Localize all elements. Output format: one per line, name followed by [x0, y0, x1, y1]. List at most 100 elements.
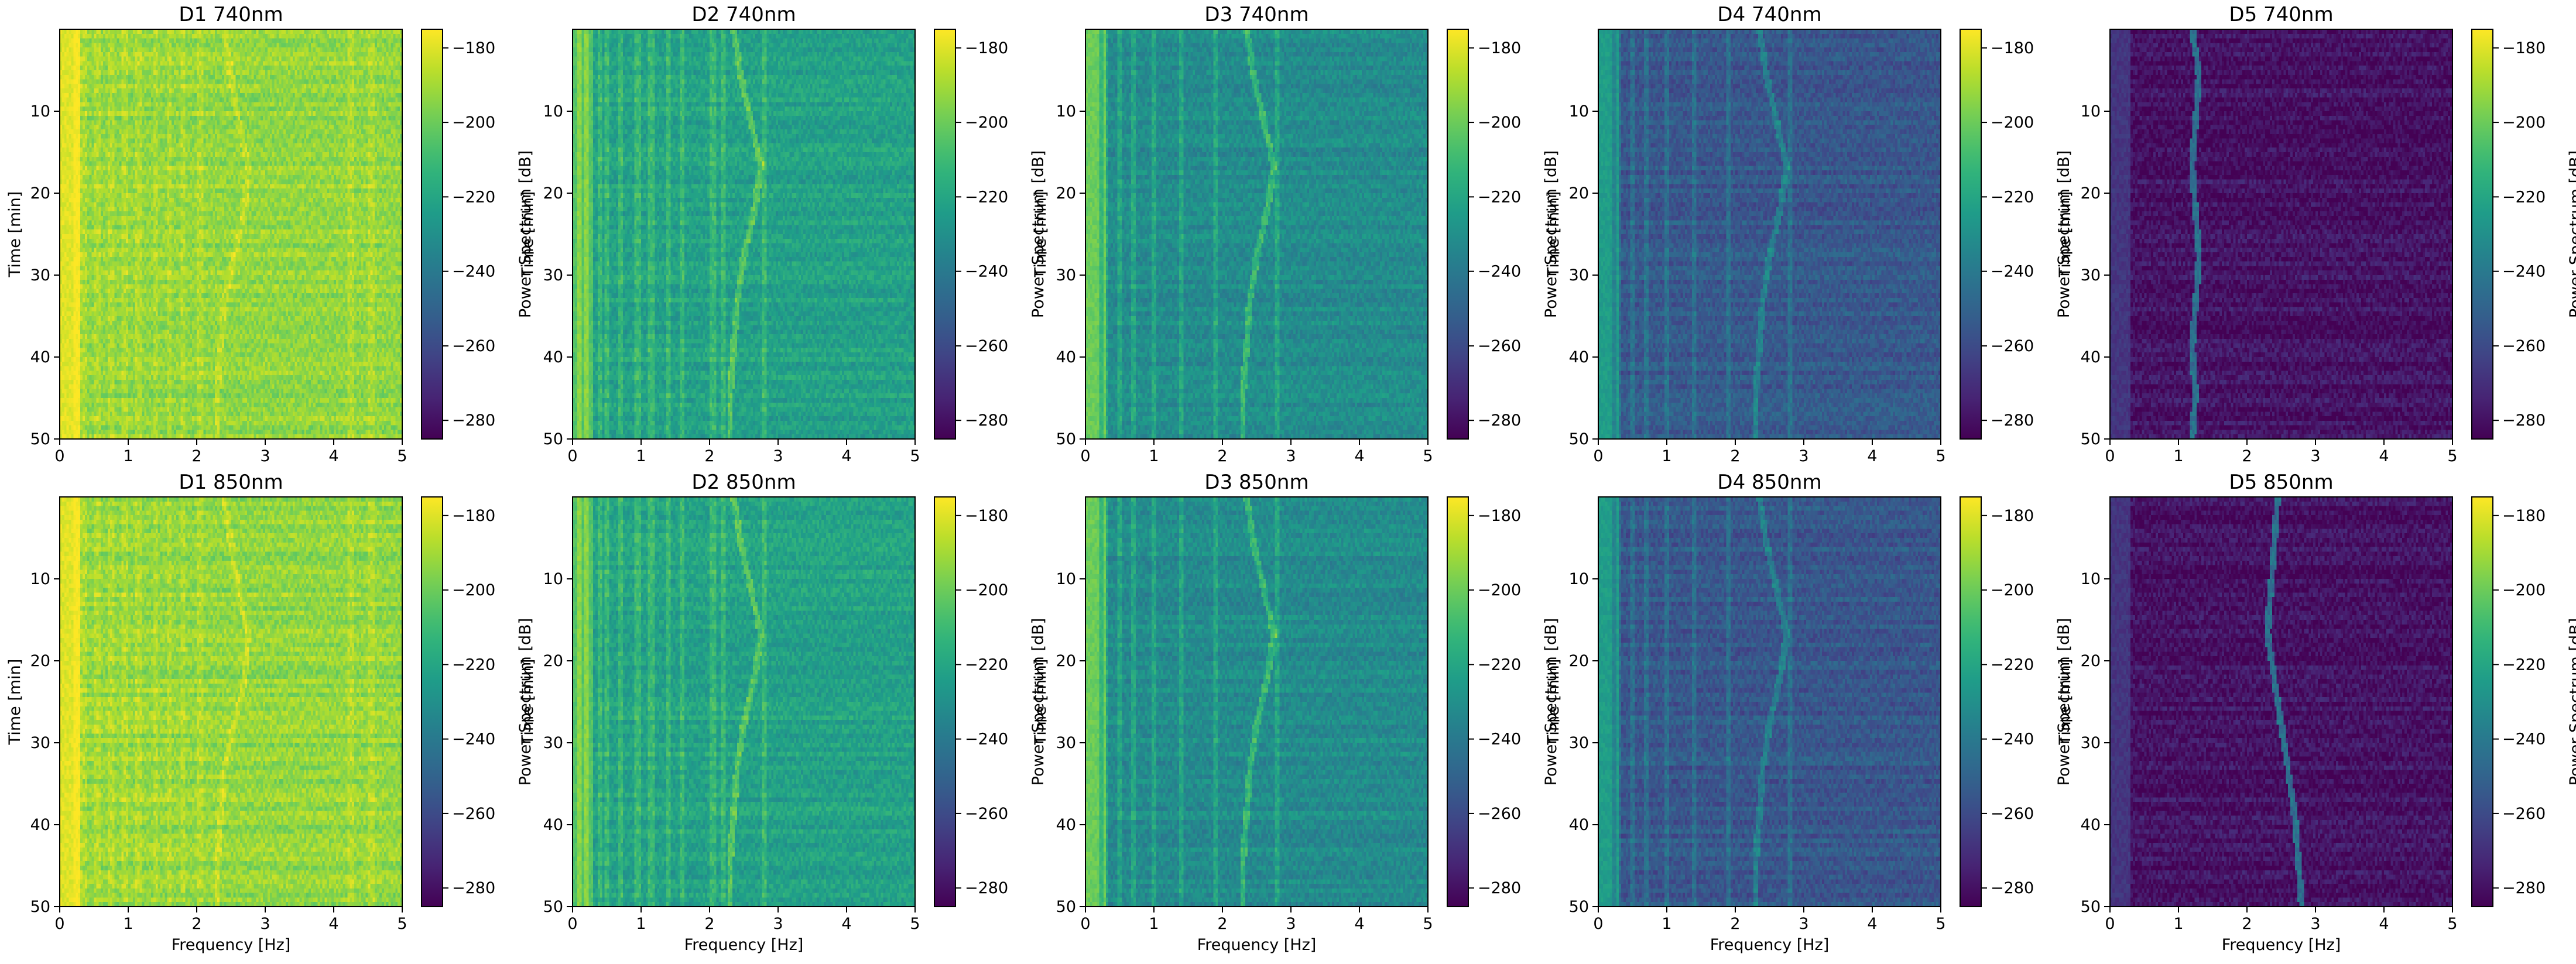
colorbar-tick-label: −260 [452, 805, 495, 823]
colorbar-tick-label: −180 [452, 507, 495, 525]
x-tick-label: 1 [2173, 915, 2183, 933]
x-tick-label: 0 [54, 447, 64, 465]
axes-frame [2109, 496, 2453, 907]
panel-title: D4 850nm [1717, 471, 1821, 494]
panel-d2-850nm: D2 850nm 0 1 2 3 4 5 10 20 30 40 50 Time [min] Freque… [519, 471, 1047, 954]
axes-frame [1598, 496, 1941, 907]
heatmap-image [1598, 29, 1941, 439]
colorbar-tick-label: −280 [452, 411, 495, 430]
colorbar-tick-label: −240 [452, 730, 495, 749]
x-axis-label: Frequency [Hz] [684, 936, 804, 954]
colorbar [422, 497, 443, 907]
colorbar-frame [934, 496, 956, 907]
x-tick-label: 0 [567, 915, 577, 933]
x-tick-label: 3 [260, 915, 270, 933]
heatmap-image [60, 497, 402, 907]
colorbar-label: Power Spectrum [dB] [2567, 150, 2576, 318]
colorbar-tick-label: −260 [1478, 337, 1521, 355]
colorbar-tick-label: −240 [1991, 263, 2034, 281]
colorbar-tick-label: −200 [1991, 581, 2034, 599]
colorbar-tick-label: −220 [452, 188, 495, 206]
x-tick-label: 0 [2105, 915, 2115, 933]
x-tick-label: 1 [123, 447, 133, 465]
x-tick-label: 2 [704, 915, 714, 933]
colorbar-tick-label: −220 [1478, 188, 1521, 206]
x-tick-label: 3 [260, 447, 270, 465]
x-tick-label: 4 [2379, 447, 2389, 465]
x-tick-label: 1 [636, 447, 646, 465]
axes-frame [1085, 496, 1429, 907]
y-axis-label: Time [min] [1544, 191, 1563, 278]
colorbar-tick-label: −180 [965, 39, 1008, 57]
colorbar-tick-label: −180 [1991, 507, 2034, 525]
y-tick-label: 50 [1056, 898, 1076, 916]
y-tick-label: 40 [543, 816, 563, 834]
x-tick-label: 3 [2310, 447, 2320, 465]
colorbar-tick-label: −240 [1478, 730, 1521, 749]
x-tick-label: 5 [1423, 447, 1433, 465]
colorbar-tick-label: −180 [1478, 507, 1521, 525]
colorbar-tick-label: −280 [1478, 879, 1521, 897]
y-tick-label: 10 [2081, 102, 2101, 121]
colorbar-tick-label: −180 [1991, 39, 2034, 57]
axes-frame [572, 496, 916, 907]
colorbar [1960, 29, 1981, 439]
heatmap-image [1598, 497, 1941, 907]
colorbar-tick-label: −220 [452, 656, 495, 674]
y-tick-label: 10 [30, 102, 50, 121]
colorbar-frame [1447, 496, 1469, 907]
x-tick-label: 3 [2310, 915, 2320, 933]
colorbar-tick-label: −280 [2502, 879, 2546, 897]
colorbar-tick-label: −180 [1478, 39, 1521, 57]
x-axis-label: Frequency [Hz] [172, 936, 291, 954]
x-tick-label: 4 [1867, 447, 1877, 465]
colorbar-tick-label: −280 [1991, 411, 2034, 430]
colorbar-tick-label: −240 [965, 263, 1008, 281]
y-tick-label: 10 [543, 102, 563, 121]
y-tick-label: 10 [1569, 102, 1589, 121]
colorbar-frame [1447, 29, 1469, 440]
x-tick-label: 5 [910, 915, 920, 933]
colorbar-label: Power Spectrum [dB] [516, 150, 535, 318]
colorbar-frame [934, 29, 956, 440]
x-tick-label: 1 [2173, 447, 2183, 465]
panel-d3-740nm: D3 740nm 0 1 2 3 4 5 10 20 30 40 50 Time [min] −180 −2… [1032, 3, 1560, 465]
colorbar-tick-label: −200 [2502, 114, 2546, 132]
y-tick-label: 30 [30, 266, 50, 284]
y-axis-label: Time [min] [2056, 659, 2074, 746]
colorbar [1960, 497, 1981, 907]
x-tick-label: 4 [328, 447, 338, 465]
colorbar-tick-label: −280 [2502, 411, 2546, 430]
y-axis-label: Time [min] [519, 191, 537, 278]
y-tick-label: 20 [543, 652, 563, 670]
colorbar-label: Power Spectrum [dB] [2055, 150, 2073, 318]
panel-d4-740nm: D4 740nm 0 1 2 3 4 5 10 20 30 40 50 Time [min] −180 −2… [1544, 3, 2073, 465]
x-tick-label: 1 [636, 915, 646, 933]
x-axis-label: Frequency [Hz] [1710, 936, 1830, 954]
x-tick-label: 2 [191, 447, 201, 465]
colorbar-frame [1960, 496, 1982, 907]
panel-title: D2 850nm [691, 471, 796, 494]
panel-title: D2 740nm [691, 3, 796, 26]
y-tick-label: 40 [30, 816, 50, 834]
panel-d1-850nm: D1 850nm 0 1 2 3 4 5 10 20 30 40 50 Time [min] Freque… [6, 471, 535, 954]
colorbar-tick-label: −200 [1478, 581, 1521, 599]
y-tick-label: 10 [1056, 102, 1076, 121]
y-tick-label: 20 [2081, 652, 2101, 670]
y-axis-label: Time [min] [519, 659, 537, 746]
x-tick-label: 1 [1662, 915, 1671, 933]
y-tick-label: 10 [30, 570, 50, 588]
y-tick-label: 20 [1569, 184, 1589, 203]
x-tick-label: 3 [1286, 915, 1296, 933]
y-tick-label: 50 [1056, 430, 1076, 448]
x-tick-label: 2 [704, 447, 714, 465]
y-tick-label: 50 [543, 898, 563, 916]
y-tick-label: 10 [543, 570, 563, 588]
colorbar-tick-label: −260 [2502, 337, 2546, 355]
colorbar-label: Power Spectrum [dB] [1542, 618, 1560, 785]
colorbar-tick-label: −280 [1991, 879, 2034, 897]
panel-d5-740nm: D5 740nm 0 1 2 3 4 5 10 20 30 40 50 Time [min] −180 −2… [2056, 3, 2576, 465]
colorbar-tick-label: −260 [1991, 805, 2034, 823]
x-tick-label: 5 [397, 915, 407, 933]
colorbar [934, 497, 955, 907]
